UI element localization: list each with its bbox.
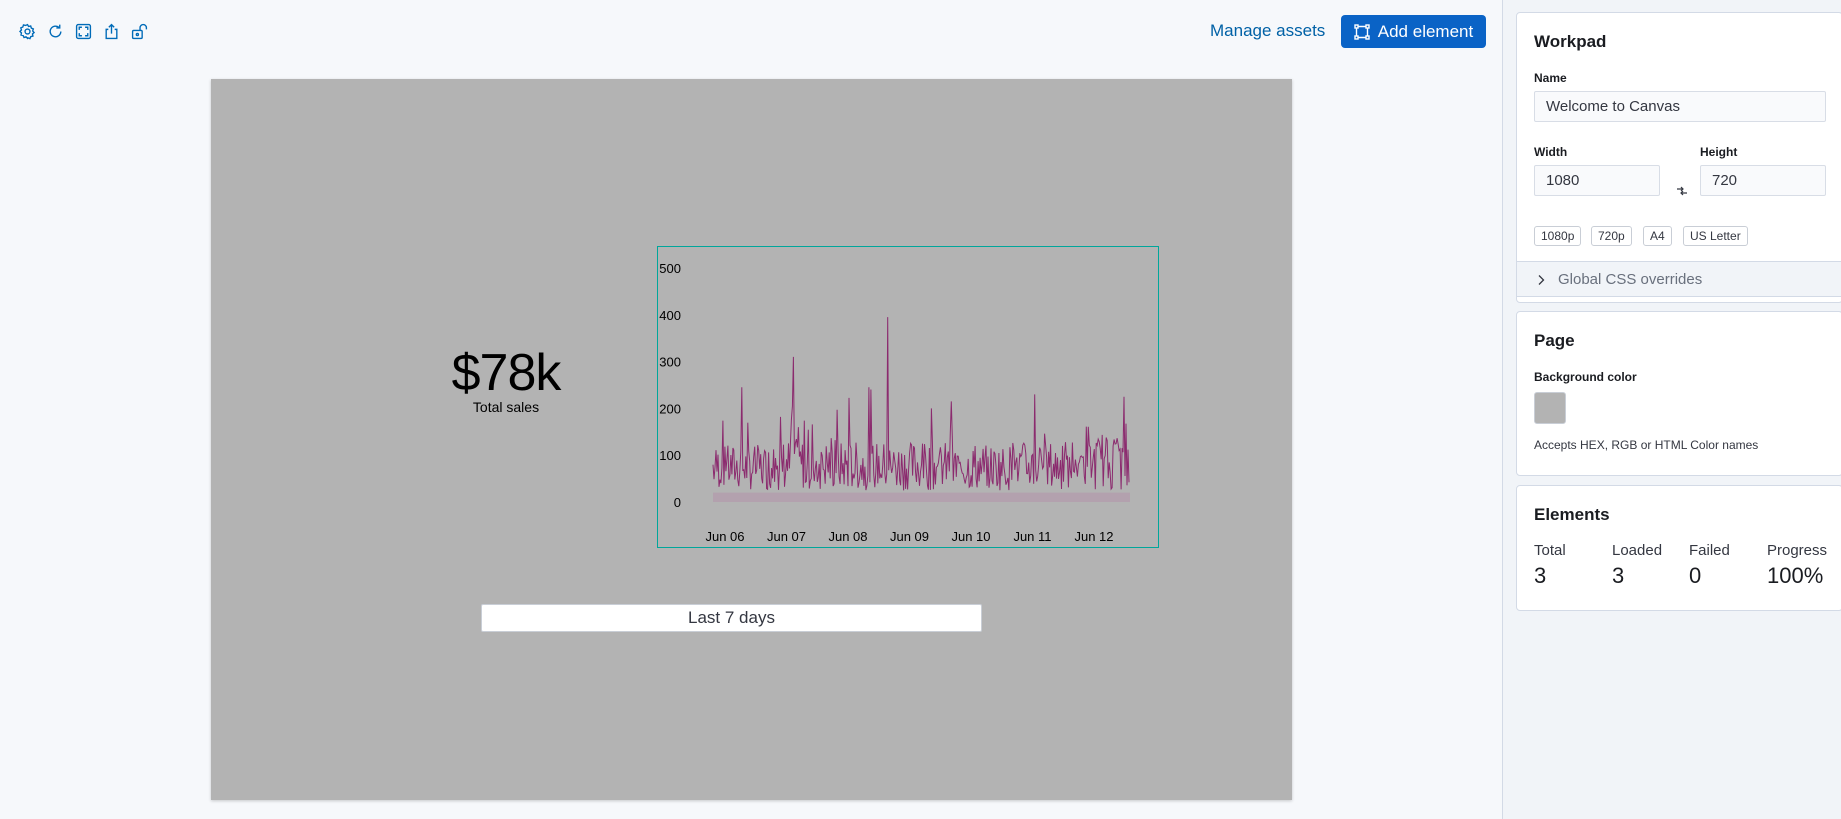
stat-label: Loaded [1612, 542, 1663, 559]
add-shape-icon [1354, 23, 1370, 40]
line-chart-element[interactable]: 0 100 200 300 400 500 Jun 06 Jun 07 Jun 08 Jun 09… [657, 246, 1159, 548]
y-tick-label: 400 [659, 308, 681, 323]
global-css-accordion[interactable]: Global CSS overrides [1517, 261, 1841, 297]
chevron-right-icon [1535, 273, 1547, 285]
stat-label: Total [1534, 542, 1566, 559]
x-tick-label: Jun 08 [828, 529, 867, 544]
page-panel: Page Background color Accepts HEX, RGB o… [1516, 311, 1841, 476]
x-tick-label: Jun 07 [767, 529, 806, 544]
x-tick-label: Jun 12 [1074, 529, 1113, 544]
name-field[interactable]: Welcome to Canvas [1534, 91, 1826, 122]
metric-element[interactable]: $78k Total sales [431, 347, 581, 415]
elements-title: Elements [1534, 505, 1610, 524]
stat-failed: Failed 0 [1689, 542, 1730, 589]
sidebar: Workpad Name Welcome to Canvas Width 108… [1502, 0, 1841, 819]
stat-value: 100% [1767, 563, 1824, 588]
elements-panel: Elements Total 3 Loaded 3 Failed 0 Progr… [1516, 485, 1841, 611]
fullscreen-icon[interactable] [74, 22, 92, 40]
preset-1080p[interactable]: 1080p [1534, 226, 1582, 246]
x-tick-label: Jun 06 [705, 529, 744, 544]
workpad-page: $78k Total sales 0 100 200 300 400 500 Jun 06 J… [211, 79, 1292, 800]
share-icon[interactable] [102, 22, 120, 40]
y-tick-label: 100 [659, 448, 681, 463]
metric-value: $78k [451, 344, 562, 402]
stat-label: Progress [1767, 542, 1828, 559]
y-tick-label: 200 [659, 401, 681, 416]
series-line [712, 317, 1130, 491]
stat-value: 3 [1534, 563, 1547, 588]
stat-value: 0 [1689, 563, 1702, 588]
color-hint: Accepts HEX, RGB or HTML Color names [1534, 438, 1759, 452]
stat-loaded: Loaded 3 [1612, 542, 1662, 589]
name-label: Name [1534, 71, 1567, 85]
stat-value: 3 [1612, 563, 1625, 588]
line-chart: 0 100 200 300 400 500 Jun 06 Jun 07 Jun 08 Jun 09… [659, 261, 1130, 544]
workpad-title: Workpad [1534, 32, 1607, 51]
top-toolbar: Manage assets Add element [0, 0, 1502, 64]
x-tick-label: Jun 11 [1013, 529, 1051, 544]
y-tick-label: 0 [674, 495, 681, 510]
toolbar-icons [18, 22, 148, 40]
y-tick-label: 500 [659, 261, 681, 276]
y-tick-label: 300 [659, 355, 681, 370]
link-dimensions-icon[interactable] [1674, 183, 1690, 199]
add-element-label: Add element [1377, 21, 1474, 41]
x-tick-label: Jun 10 [951, 529, 990, 544]
workpad-panel: Workpad Name Welcome to Canvas Width 108… [1516, 12, 1841, 303]
stat-label: Failed [1689, 542, 1730, 559]
canvas-area: $78k Total sales 0 100 200 300 400 500 Jun 06 J… [0, 64, 1502, 819]
preset-720p[interactable]: 720p [1591, 226, 1632, 246]
preset-a4[interactable]: A4 [1643, 226, 1672, 246]
width-label: Width [1534, 145, 1568, 159]
background-color-label: Background color [1534, 370, 1637, 384]
height-label: Height [1700, 145, 1738, 159]
unlock-icon[interactable] [130, 22, 148, 40]
metric-label: Total sales [472, 399, 540, 415]
height-field[interactable]: 720 [1700, 165, 1826, 196]
global-css-label: Global CSS overrides [1558, 271, 1703, 288]
preset-us-letter[interactable]: US Letter [1683, 226, 1748, 246]
page-title: Page [1534, 331, 1575, 350]
width-field[interactable]: 1080 [1534, 165, 1660, 196]
time-filter[interactable]: Last 7 days [481, 604, 982, 632]
x-tick-label: Jun 09 [890, 529, 929, 544]
add-element-button[interactable]: Add element [1341, 15, 1486, 48]
background-color-swatch[interactable] [1534, 392, 1566, 424]
refresh-icon[interactable] [46, 22, 64, 40]
gear-icon[interactable] [18, 22, 36, 40]
manage-assets-link[interactable]: Manage assets [1210, 21, 1326, 40]
stat-progress: Progress 100% [1767, 542, 1827, 589]
baseline-band [713, 492, 1130, 502]
stat-total: Total 3 [1534, 542, 1566, 589]
